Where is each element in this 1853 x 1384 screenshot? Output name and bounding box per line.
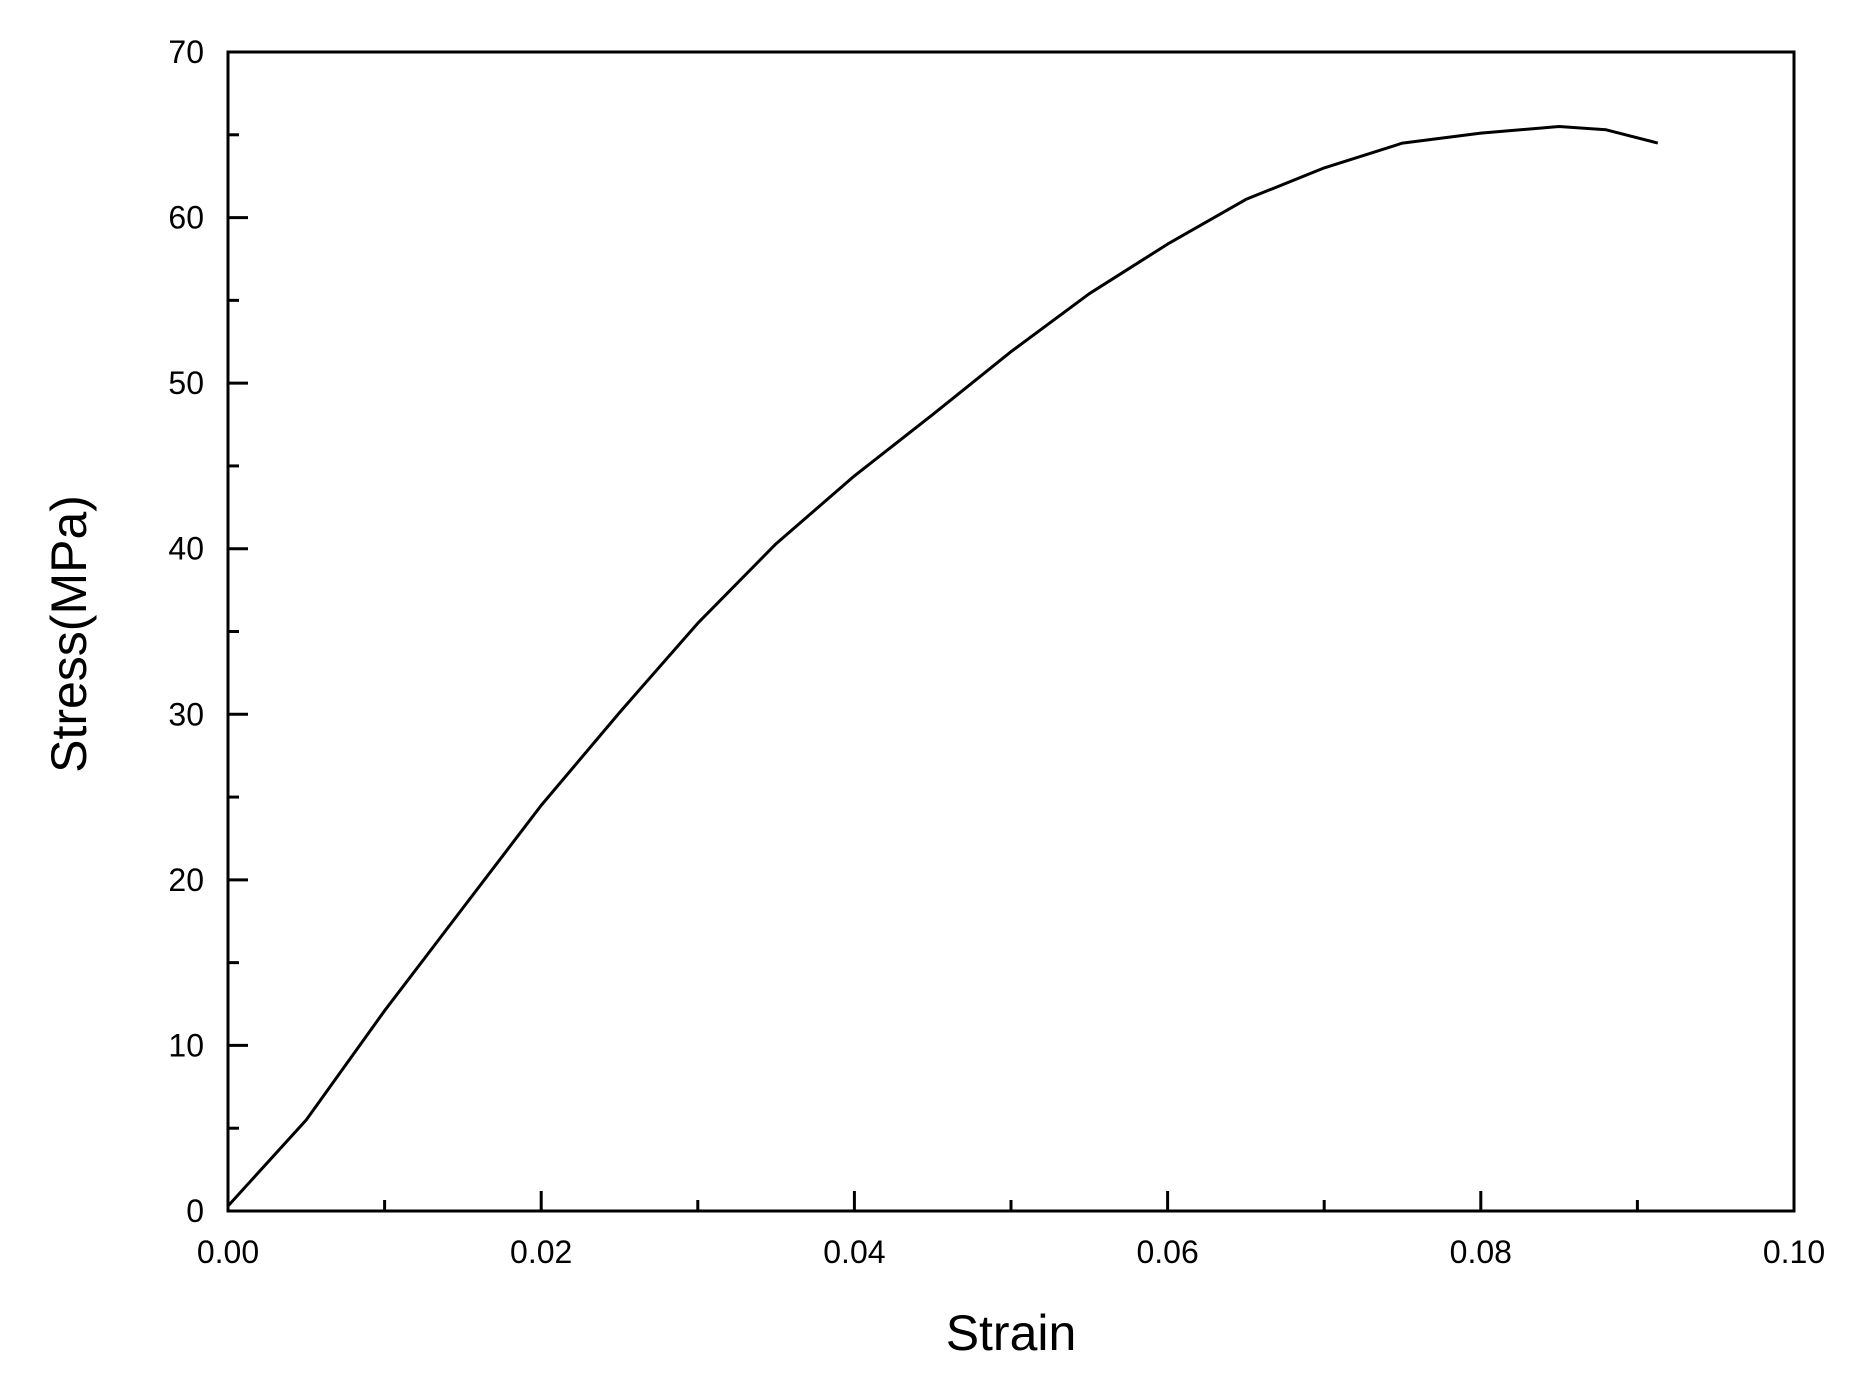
plot-frame [226, 50, 1796, 1213]
y-tick-label: 0 [186, 1193, 204, 1229]
x-tick-label: 0.06 [1136, 1234, 1198, 1270]
x-tick-label: 0.04 [823, 1234, 885, 1270]
x-tick-label: 0.02 [510, 1234, 572, 1270]
data-line [226, 125, 1659, 1208]
y-tick-label: 30 [168, 696, 204, 732]
y-axis-title: Stress(MPa) [41, 495, 97, 773]
y-tick-label: 50 [168, 365, 204, 401]
y-tick-label: 20 [168, 862, 204, 898]
y-tick-label: 60 [168, 200, 204, 236]
y-tick-label: 40 [168, 531, 204, 567]
y-tick-label: 10 [168, 1027, 204, 1063]
x-axis-title: Strain [946, 1305, 1077, 1361]
x-tick-label: 0.00 [197, 1234, 259, 1270]
x-tick-label: 0.10 [1763, 1234, 1825, 1270]
y-tick-label: 70 [168, 34, 204, 70]
x-tick-label: 0.08 [1450, 1234, 1512, 1270]
